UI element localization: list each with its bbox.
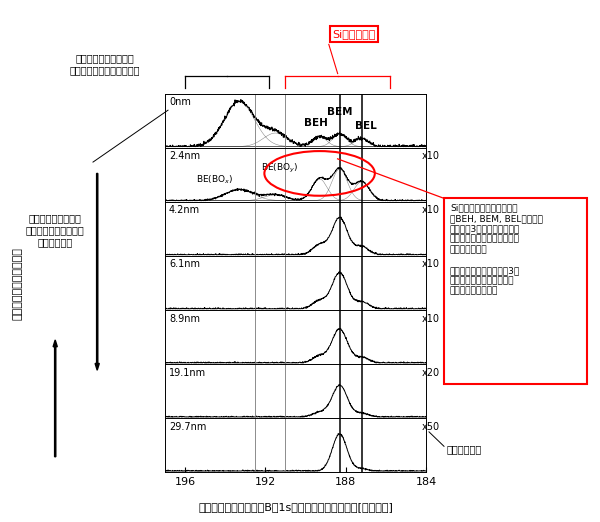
Text: 0nm: 0nm: [169, 97, 191, 107]
Text: ホウ素からの光電子強度: ホウ素からの光電子強度: [13, 247, 23, 319]
Text: Si中のホウ素からの光電子
はBEH, BEM, BELとラベル
をつけた3つの異なる結合エ
ネルギーを持つものが同時に
存在している。

　化学結合状態の異な: Si中のホウ素からの光電子 はBEH, BEM, BELとラベル をつけた3つの…: [450, 204, 543, 296]
Text: x20: x20: [422, 367, 440, 377]
Text: Si中のホウ素: Si中のホウ素: [332, 29, 376, 39]
Text: x10: x10: [422, 205, 440, 216]
Text: BEH: BEH: [304, 118, 328, 128]
Text: 2.4nm: 2.4nm: [169, 151, 200, 161]
Text: 19.1nm: 19.1nm: [169, 367, 206, 377]
Text: x50: x50: [422, 422, 440, 432]
Text: 6.1nm: 6.1nm: [169, 259, 200, 269]
Text: 表面酸化膜中のホウ素
（あまり考えなくて良い）: 表面酸化膜中のホウ素 （あまり考えなくて良い）: [70, 54, 140, 75]
Text: BEL: BEL: [355, 121, 377, 130]
Text: 表面から削った深さ
（下段に行くほど深く
削った状態）: 表面から削った深さ （下段に行くほど深く 削った状態）: [26, 213, 85, 247]
Text: ホウ素からの光電子（B　1s）の結合エネルギー　[イーブイ]: ホウ素からの光電子（B 1s）の結合エネルギー [イーブイ]: [198, 502, 393, 512]
Text: BE(BO$_y$): BE(BO$_y$): [261, 162, 298, 175]
Text: BE(BO$_x$): BE(BO$_x$): [196, 173, 234, 186]
Text: 4.2nm: 4.2nm: [169, 205, 200, 216]
Text: x10: x10: [422, 151, 440, 161]
Text: 縦軸の拡大率: 縦軸の拡大率: [447, 444, 482, 454]
Text: 8.9nm: 8.9nm: [169, 314, 200, 324]
Text: x10: x10: [422, 259, 440, 269]
Text: 29.7nm: 29.7nm: [169, 422, 206, 432]
Text: BEM: BEM: [327, 108, 352, 117]
Text: x10: x10: [422, 314, 440, 324]
